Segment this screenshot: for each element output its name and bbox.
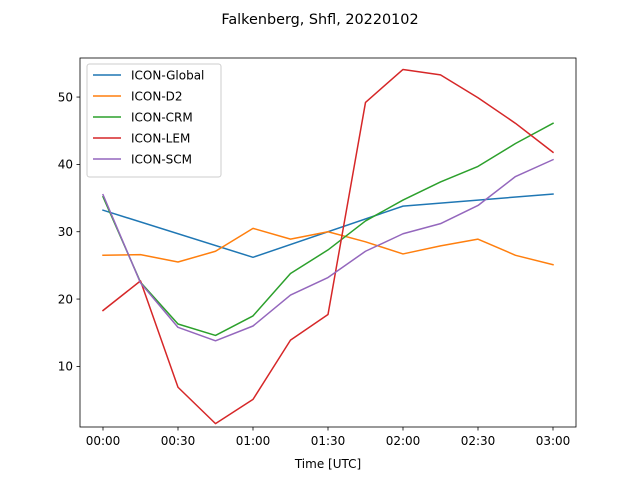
series-line-icon-lem bbox=[101, 68, 555, 425]
y-axis: 10 20 30 40 50 bbox=[58, 90, 80, 374]
y-tick-label: 20 bbox=[58, 292, 73, 306]
legend: ICON-Global ICON-D2 ICON-CRM ICON-LEM ICON-S… bbox=[86, 63, 222, 178]
chart-title: Falkenberg, Shfl, 20220102 bbox=[221, 12, 418, 28]
legend-label-icon-lem: ICON-LEM bbox=[131, 132, 190, 146]
plot-border bbox=[79, 57, 577, 428]
legend-label-icon-global: ICON-Global bbox=[131, 69, 204, 83]
y-tick-label: 10 bbox=[58, 360, 73, 374]
y-tick-label: 30 bbox=[58, 225, 73, 239]
series-line-icon-crm bbox=[102, 122, 555, 337]
legend-label-icon-scm: ICON-SCM bbox=[131, 153, 192, 167]
x-axis-label: Time [UTC] bbox=[294, 457, 361, 471]
x-tick-label: 00:30 bbox=[161, 434, 196, 448]
legend-label-icon-d2: ICON-D2 bbox=[131, 90, 183, 104]
y-tick-label: 40 bbox=[58, 158, 73, 172]
x-tick-label: 01:30 bbox=[311, 434, 346, 448]
x-tick-label: 02:30 bbox=[461, 434, 496, 448]
x-tick-label: 00:00 bbox=[86, 434, 121, 448]
x-tick-label: 01:00 bbox=[236, 434, 271, 448]
x-tick-label: 03:00 bbox=[536, 434, 571, 448]
series-line-icon-d2 bbox=[102, 227, 554, 266]
y-tick-label: 50 bbox=[58, 90, 73, 104]
legend-label-icon-crm: ICON-CRM bbox=[131, 111, 193, 125]
x-tick-label: 02:00 bbox=[386, 434, 421, 448]
x-axis: 00:00 00:30 01:00 01:30 02:00 02:30 03:00 bbox=[86, 427, 571, 448]
series-layer bbox=[101, 68, 555, 425]
legend-box bbox=[86, 63, 222, 178]
series-line-icon-scm bbox=[102, 158, 554, 342]
